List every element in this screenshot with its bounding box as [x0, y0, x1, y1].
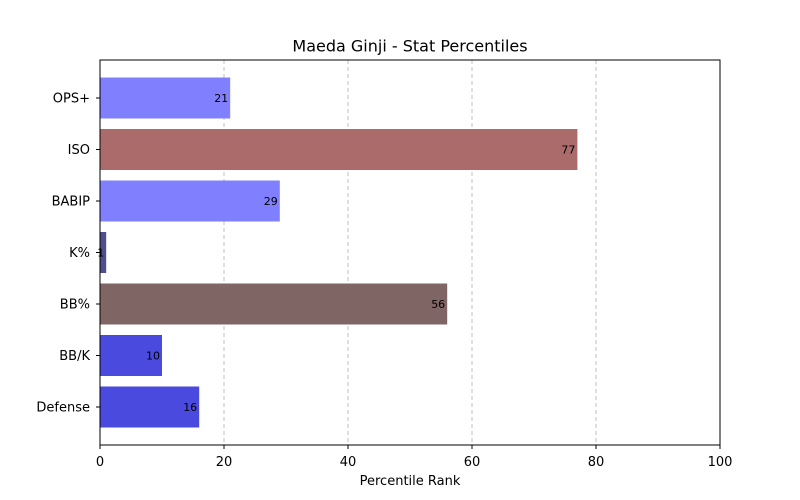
x-tick-label: 100 — [708, 455, 733, 470]
bar — [100, 129, 578, 170]
x-tick-label: 40 — [340, 455, 357, 470]
y-tick-label: BB% — [60, 298, 90, 313]
bars — [100, 77, 578, 428]
x-axis-label: Percentile Rank — [360, 474, 461, 489]
y-tick-label: Defense — [36, 401, 90, 416]
x-tick-label: 20 — [216, 455, 233, 470]
y-axis: OPS+ ISO BABIP K% BB% BB/K Defense — [36, 92, 100, 416]
bar-value-label: 56 — [431, 298, 445, 311]
grid — [223, 60, 597, 445]
x-axis: 0 20 40 60 80 100 — [96, 445, 733, 470]
bar — [100, 386, 200, 428]
y-tick-label: ISO — [68, 143, 90, 158]
bar — [100, 232, 107, 273]
y-tick-label: OPS+ — [53, 92, 90, 107]
y-tick-label: BB/K — [59, 349, 90, 364]
bar-value-label: 29 — [264, 195, 278, 208]
y-tick-label: BABIP — [52, 195, 91, 210]
y-tick-label: K% — [69, 246, 90, 261]
bar-value-label: 77 — [561, 144, 575, 157]
bar-value-label: 1 — [97, 247, 104, 260]
bar — [100, 335, 162, 376]
x-tick-label: 80 — [588, 455, 605, 470]
bar-value-label: 10 — [146, 350, 160, 363]
bar — [100, 77, 231, 119]
chart-title: Maeda Ginji - Stat Percentiles — [292, 37, 527, 56]
bar-value-label: 21 — [214, 92, 228, 105]
x-tick-label: 0 — [96, 455, 104, 470]
bar — [100, 283, 448, 325]
value-labels: 21 77 29 1 56 10 16 — [97, 92, 575, 414]
x-tick-label: 60 — [464, 455, 481, 470]
bar-value-label: 16 — [183, 401, 197, 414]
bar — [100, 180, 280, 222]
